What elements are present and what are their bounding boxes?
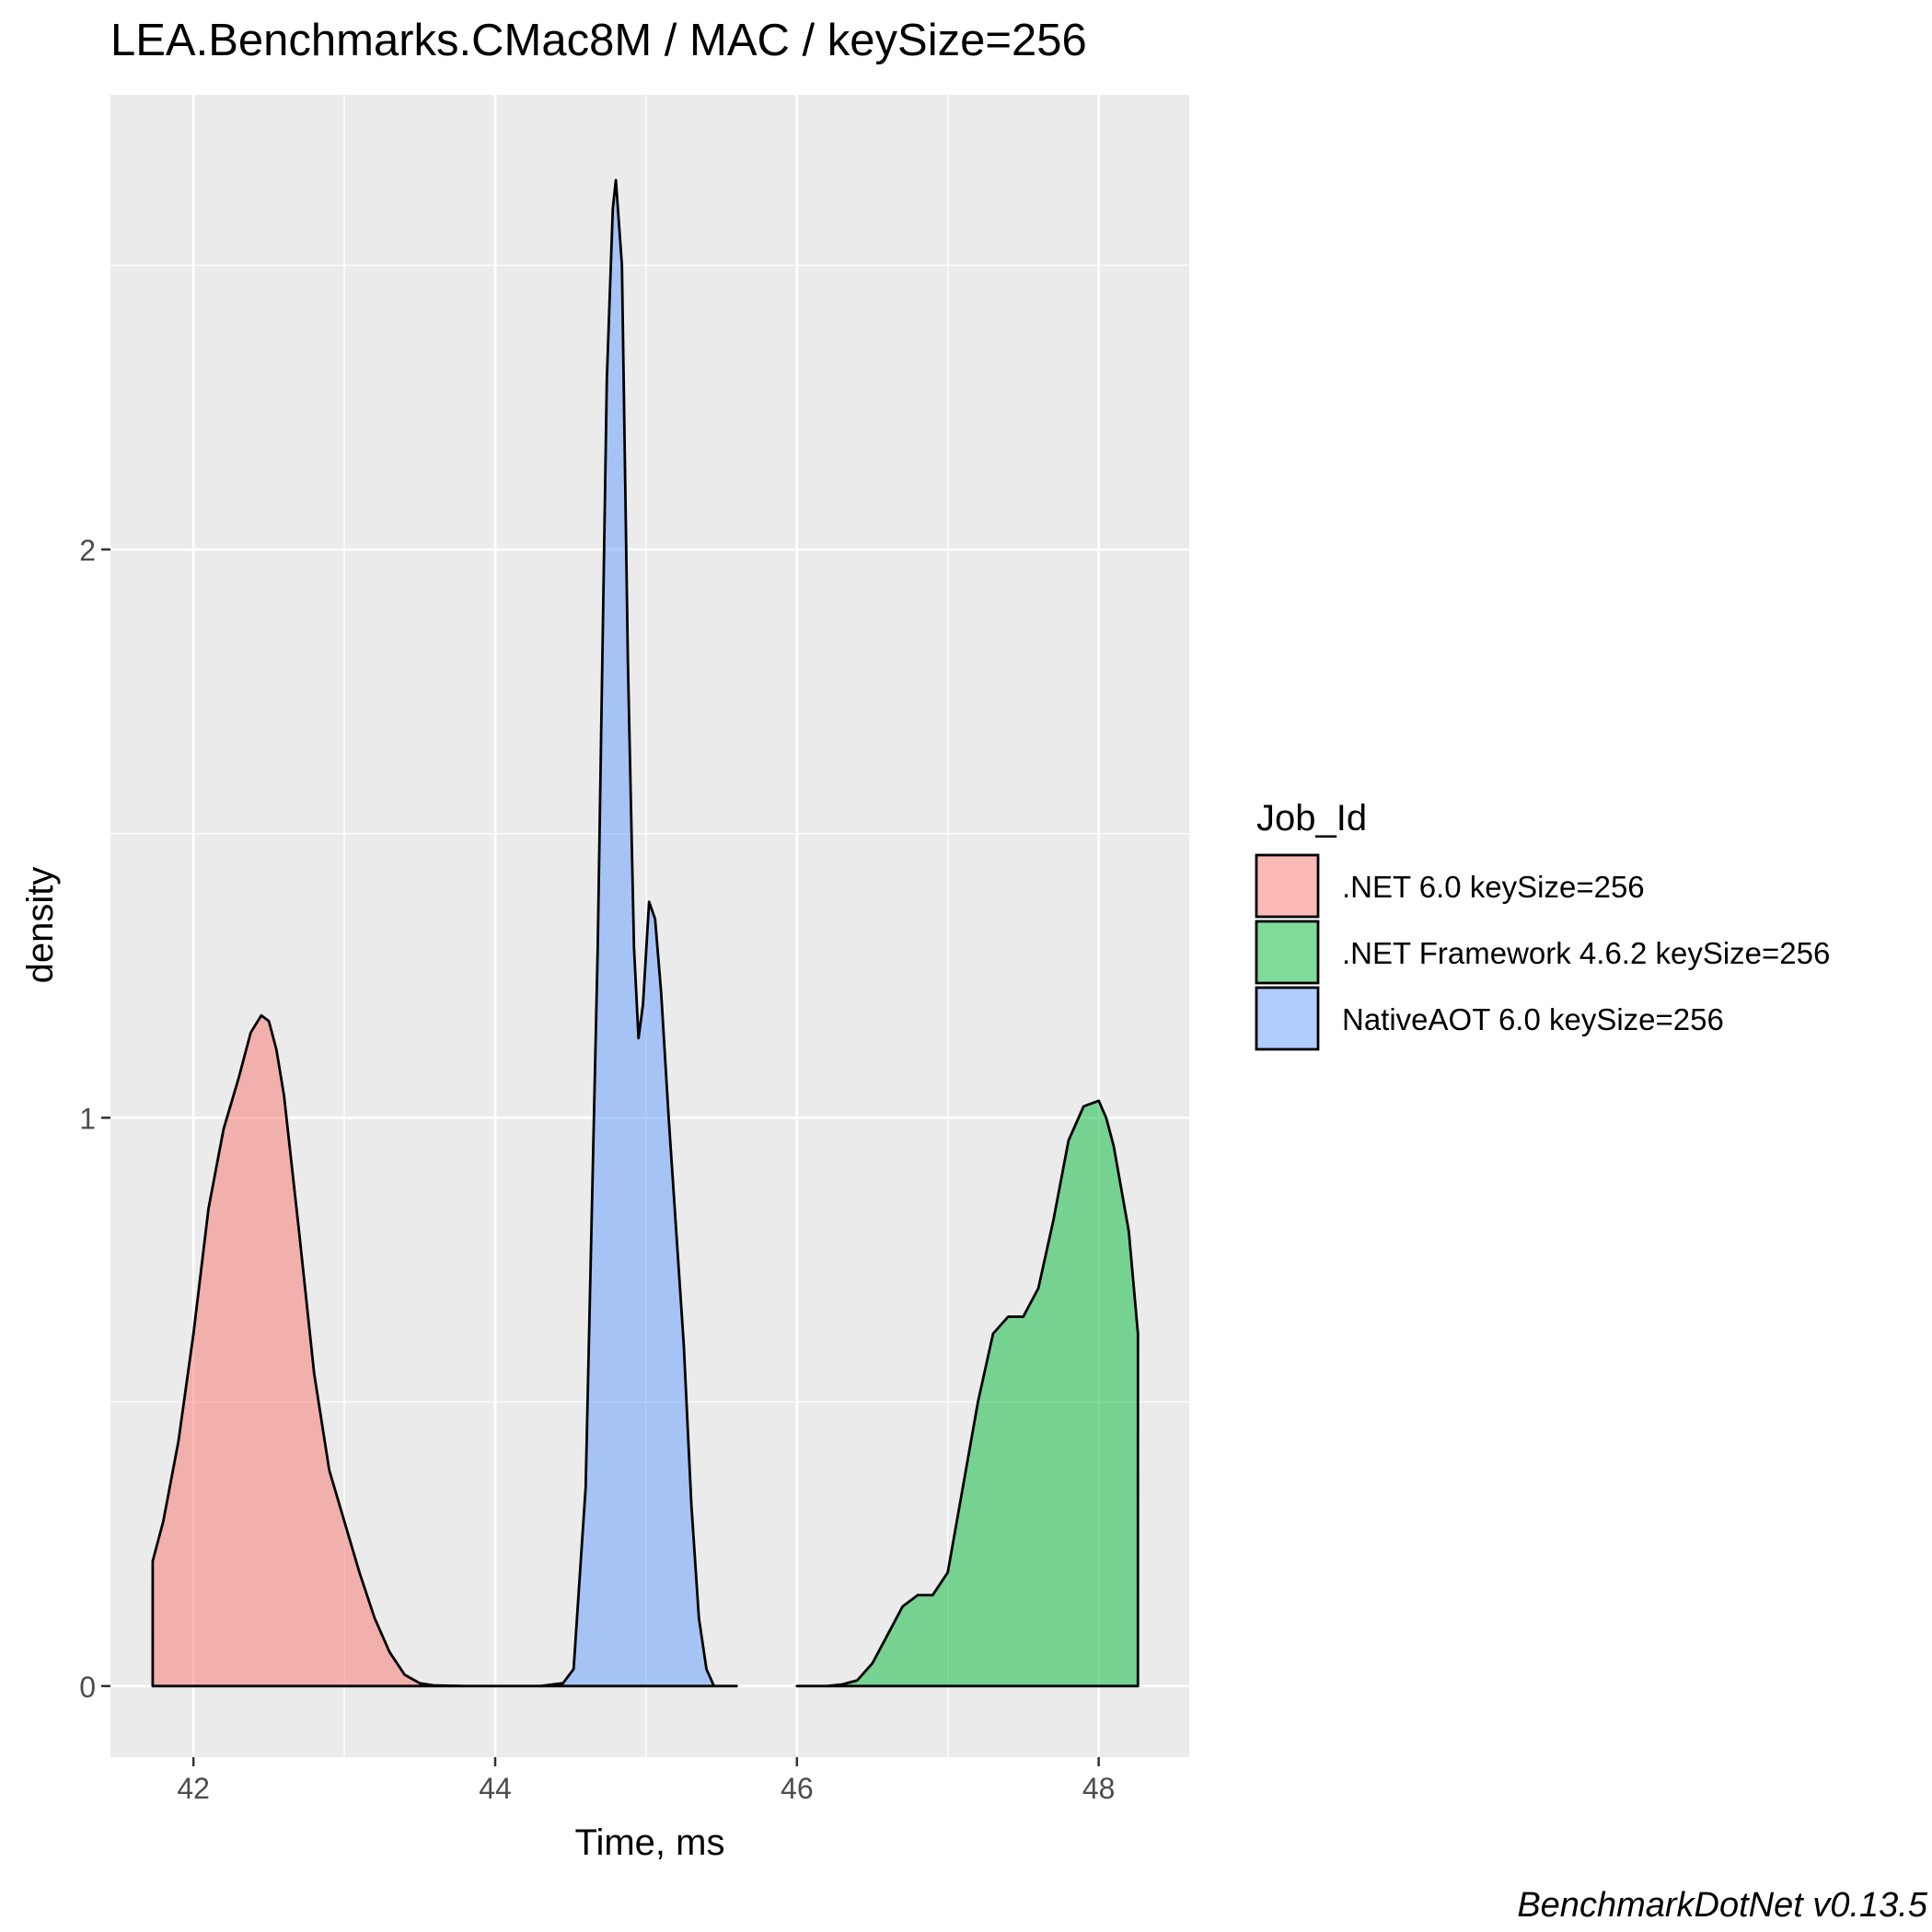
x-tick-label: 48 xyxy=(1082,1772,1116,1805)
chart-title: LEA.Benchmarks.CMac8M / MAC / keySize=25… xyxy=(110,16,1087,65)
y-tick-label: 1 xyxy=(79,1102,96,1135)
legend: Job_Id .NET 6.0 keySize=256 .NET Framewor… xyxy=(1255,798,1830,1051)
legend-title: Job_Id xyxy=(1256,798,1367,839)
y-axis: 0 1 2 xyxy=(79,534,110,1704)
legend-key-2 xyxy=(1255,986,1320,1051)
x-axis-label: Time, ms xyxy=(575,1822,725,1863)
density-area-1 xyxy=(538,179,738,1688)
x-tick-label: 44 xyxy=(479,1772,512,1805)
y-tick-label: 2 xyxy=(79,534,96,567)
x-axis: 42 44 46 48 xyxy=(177,1757,1115,1805)
y-axis-label: density xyxy=(20,867,61,984)
density-area-2 xyxy=(795,1099,1140,1688)
legend-key-0 xyxy=(1255,853,1320,919)
y-tick-label: 0 xyxy=(79,1671,96,1704)
x-tick-label: 42 xyxy=(177,1772,210,1805)
legend-label-1: .NET Framework 4.6.2 keySize=256 xyxy=(1342,936,1830,970)
legend-label-0: .NET 6.0 keySize=256 xyxy=(1342,870,1645,904)
x-tick-label: 46 xyxy=(781,1772,814,1805)
legend-label-2: NativeAOT 6.0 keySize=256 xyxy=(1342,1002,1724,1036)
legend-key-1 xyxy=(1255,920,1320,985)
caption: BenchmarkDotNet v0.13.5 xyxy=(1517,1886,1928,1925)
density-areas xyxy=(151,179,1140,1688)
density-area-0 xyxy=(151,1013,542,1688)
